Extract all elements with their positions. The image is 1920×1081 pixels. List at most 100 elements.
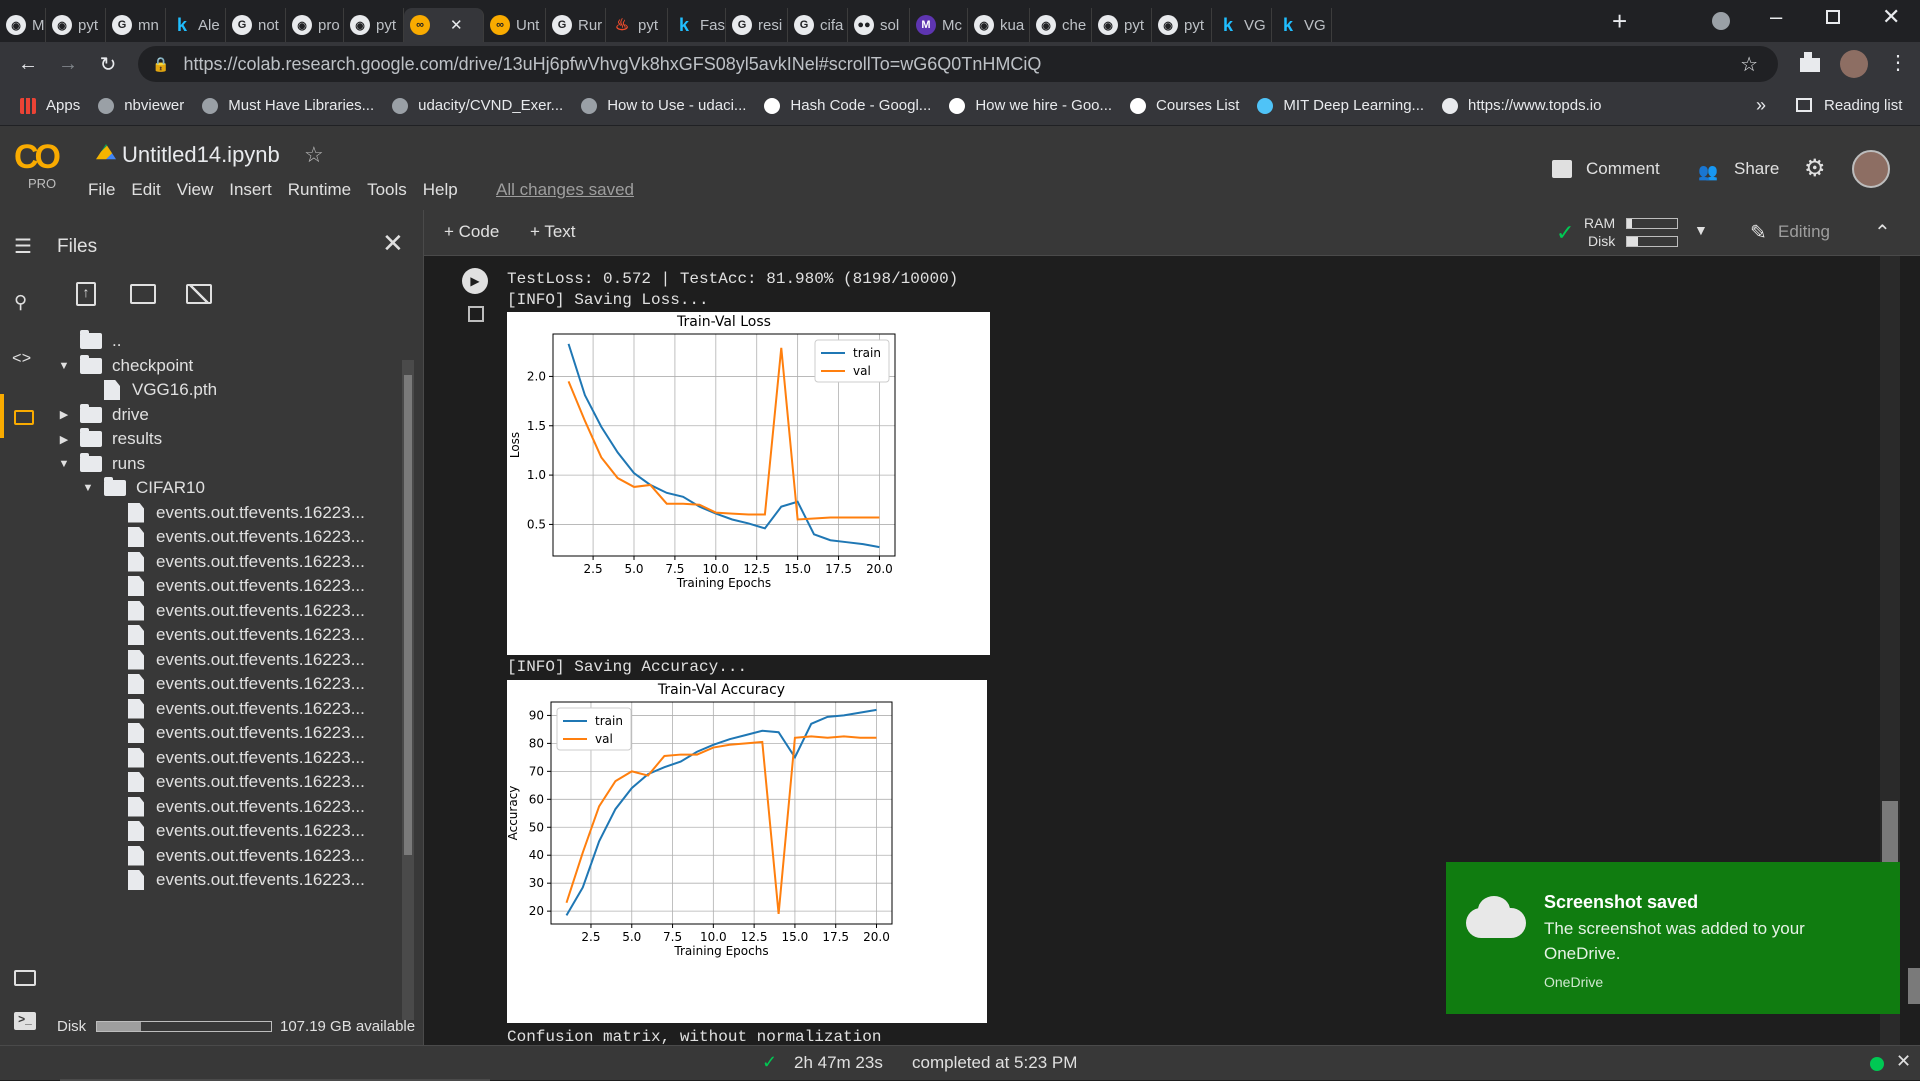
event-file-row[interactable]: events.out.tfevents.16223... [104, 718, 365, 748]
minimize-button[interactable]: – [1770, 4, 1783, 29]
menu-item-insert[interactable]: Insert [229, 180, 272, 199]
gear-icon[interactable]: ⚙ [1804, 155, 1826, 182]
comment-icon[interactable] [1552, 160, 1572, 178]
notebook-title[interactable]: Untitled14.ipynb [122, 142, 280, 167]
menu-item-help[interactable]: Help [422, 180, 458, 199]
reading-list-button[interactable]: Reading list [1824, 97, 1903, 114]
new-tab-button[interactable]: + [1612, 6, 1628, 36]
add-code-button[interactable]: + Code [444, 222, 500, 241]
browser-tab[interactable]: ◉ pyt [344, 8, 404, 42]
browser-tab[interactable]: ◉ pyt [1092, 8, 1152, 42]
onedrive-toast[interactable]: Screenshot saved The screenshot was adde… [1446, 862, 1900, 1014]
menu-item-edit[interactable]: Edit [131, 180, 161, 199]
resources-dropdown-icon[interactable]: ▼ [1694, 222, 1708, 238]
browser-tab[interactable]: ∞ ✕ [404, 8, 484, 42]
event-file-row[interactable]: events.out.tfevents.16223... [104, 694, 365, 724]
event-file-row[interactable]: events.out.tfevents.16223... [104, 767, 365, 797]
close-tab-icon[interactable]: ✕ [450, 17, 463, 34]
code-snippets-icon[interactable]: <> [12, 350, 32, 368]
menu-item-view[interactable]: View [176, 180, 214, 199]
browser-tab[interactable]: M Mc [910, 8, 968, 42]
folder-row[interactable]: ▼ CIFAR10 [80, 473, 205, 503]
browser-tab[interactable]: ◉ pyt [1152, 8, 1212, 42]
caret-down-icon[interactable]: ▼ [82, 482, 94, 494]
parent-folder-row[interactable]: .. [56, 326, 121, 356]
event-file-row[interactable]: events.out.tfevents.16223... [104, 547, 365, 577]
folder-row[interactable]: ▼ runs [56, 449, 145, 479]
reading-list-icon[interactable] [1796, 98, 1812, 112]
back-button[interactable]: ← [18, 52, 38, 75]
browser-tab[interactable]: ◉ che [1030, 8, 1092, 42]
caret-right-icon[interactable]: ▶ [59, 433, 69, 446]
event-file-row[interactable]: events.out.tfevents.16223... [104, 498, 365, 528]
saved-status[interactable]: All changes saved [496, 180, 634, 199]
star-notebook-icon[interactable]: ☆ [304, 142, 324, 167]
close-window-button[interactable]: ✕ [1882, 4, 1901, 29]
menu-item-file[interactable]: File [88, 180, 116, 199]
main-scrollbar-thumb[interactable] [1882, 801, 1898, 871]
event-file-row[interactable]: events.out.tfevents.16223... [104, 865, 365, 895]
folder-row[interactable]: ▼ checkpoint [56, 351, 193, 381]
terminal-icon[interactable]: >_ [14, 1012, 36, 1030]
folder-row[interactable]: ▶ drive [56, 400, 149, 430]
bookmark-item[interactable]: How we hire - Goo... [949, 97, 1112, 114]
close-status-icon[interactable]: ✕ [1896, 1051, 1912, 1071]
event-file-row[interactable]: events.out.tfevents.16223... [104, 522, 365, 552]
event-file-row[interactable]: events.out.tfevents.16223... [104, 816, 365, 846]
event-file-row[interactable]: events.out.tfevents.16223... [104, 620, 365, 650]
upload-icon[interactable]: ↑ [76, 282, 96, 306]
file-scrollbar-thumb[interactable] [404, 375, 412, 855]
browser-tab[interactable]: ◉ Ma [0, 8, 46, 42]
event-file-row[interactable]: events.out.tfevents.16223... [104, 571, 365, 601]
profile-avatar[interactable] [1840, 50, 1868, 78]
kebab-menu-icon[interactable]: ⋮ [1888, 52, 1908, 74]
close-panel-icon[interactable]: ✕ [382, 228, 404, 258]
forward-button[interactable]: → [58, 52, 78, 75]
folder-row[interactable]: ▶ results [56, 424, 162, 454]
star-icon[interactable]: ☆ [1740, 53, 1758, 76]
share-icon[interactable]: 👥 [1698, 164, 1718, 181]
command-palette-icon[interactable] [14, 970, 36, 986]
event-file-row[interactable]: events.out.tfevents.16223... [104, 596, 365, 626]
collapse-header-icon[interactable]: ⌃ [1874, 222, 1891, 244]
browser-tab[interactable]: k Fas [668, 8, 726, 42]
tab-search-icon[interactable] [1712, 12, 1730, 30]
bookmark-item[interactable]: https://www.topds.io [1442, 97, 1601, 114]
run-cell-button[interactable]: ▶ [462, 268, 488, 294]
browser-tab[interactable]: G Rur [546, 8, 606, 42]
menu-item-tools[interactable]: Tools [367, 180, 407, 199]
event-file-row[interactable]: events.out.tfevents.16223... [104, 792, 365, 822]
reload-button[interactable]: ↻ [99, 53, 117, 76]
bookmark-item[interactable]: How to Use - udaci... [581, 97, 746, 114]
menu-item-runtime[interactable]: Runtime [287, 180, 352, 199]
event-file-row[interactable]: events.out.tfevents.16223... [104, 669, 365, 699]
bookmark-item[interactable]: Hash Code - Googl... [764, 97, 931, 114]
bookmark-item[interactable]: MIT Deep Learning... [1257, 97, 1424, 114]
output-menu-icon[interactable] [468, 306, 484, 322]
browser-tab[interactable]: ◉ pro [286, 8, 344, 42]
browser-tab[interactable]: k Ale [166, 8, 226, 42]
caret-down-icon[interactable]: ▼ [58, 359, 70, 372]
browser-tab[interactable]: ◉ pyt [46, 8, 106, 42]
mount-drive-icon[interactable] [186, 284, 212, 304]
file-row[interactable]: VGG16.pth [80, 375, 217, 405]
refresh-folder-icon[interactable] [130, 284, 156, 304]
add-text-button[interactable]: + Text [530, 222, 576, 241]
outer-scrollbar-thumb[interactable] [1908, 968, 1920, 1004]
bookmark-item[interactable]: nbviewer [98, 97, 184, 114]
comment-button[interactable]: Comment [1586, 159, 1660, 178]
toc-icon[interactable]: ☰ [14, 236, 32, 258]
caret-right-icon[interactable]: ▶ [59, 409, 69, 421]
browser-tab[interactable]: ♨ pyt [606, 8, 668, 42]
bookmark-item[interactable]: udacity/CVND_Exer... [392, 97, 563, 114]
extensions-icon[interactable] [1800, 52, 1820, 72]
share-button[interactable]: Share [1734, 159, 1780, 178]
event-file-row[interactable]: events.out.tfevents.16223... [104, 743, 365, 773]
bookmark-item[interactable]: Must Have Libraries... [202, 97, 374, 114]
folder-icon[interactable] [14, 410, 34, 425]
address-bar[interactable]: 🔒 https://colab.research.google.com/driv… [138, 46, 1778, 82]
bookmark-item[interactable]: Apps [20, 97, 80, 114]
